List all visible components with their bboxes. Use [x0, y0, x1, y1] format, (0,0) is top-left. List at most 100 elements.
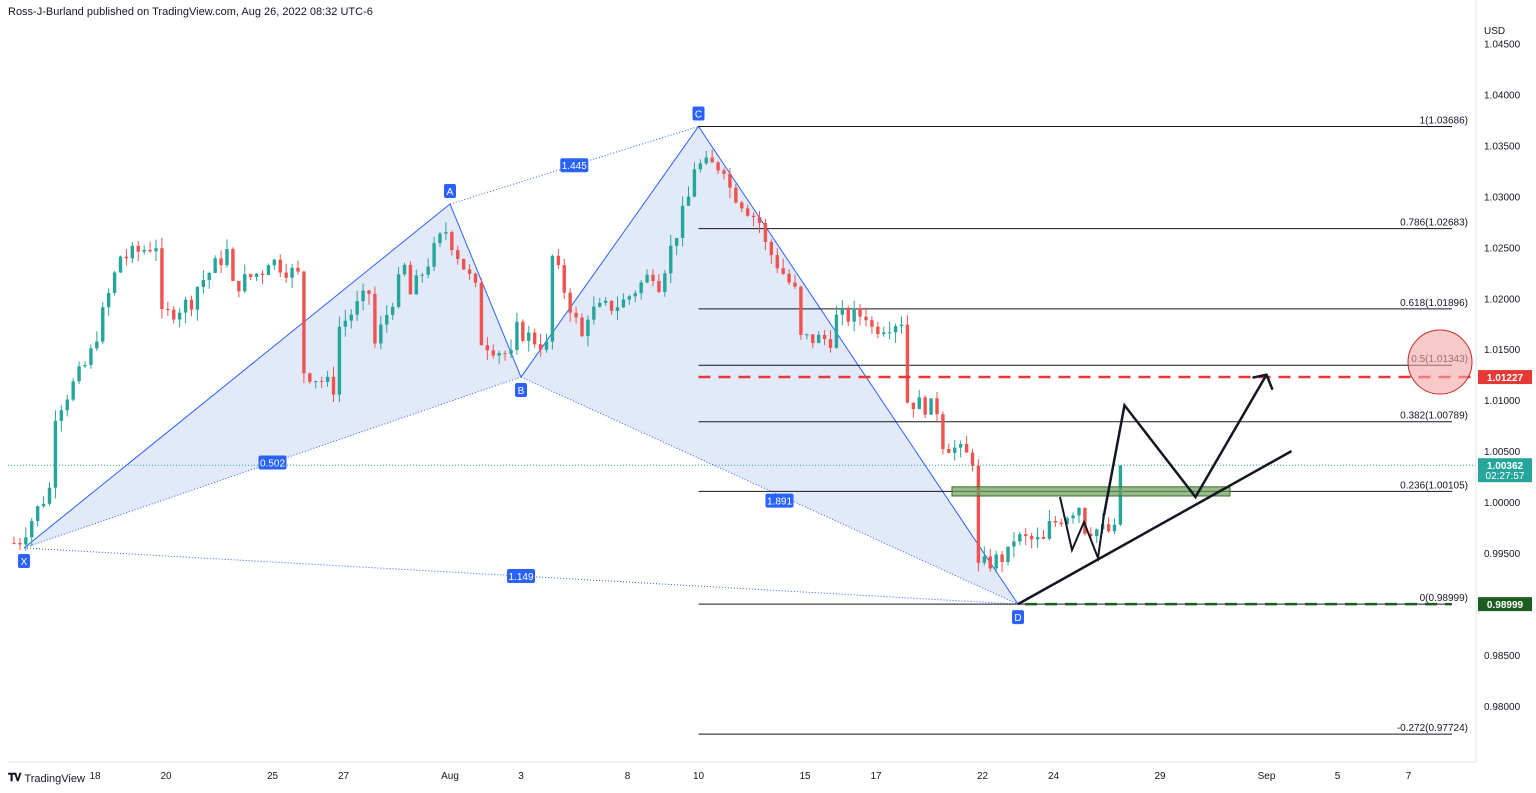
candle-body — [41, 503, 46, 507]
candle-body — [1029, 536, 1034, 540]
candle-body — [1112, 524, 1117, 532]
y-tick-label: 1.02000 — [1484, 294, 1521, 305]
last-price-badge-text: 1.00362 — [1487, 461, 1524, 472]
candle-body — [296, 267, 300, 272]
last-price-badge-countdown: 02:27:57 — [1486, 471, 1525, 482]
candle-body — [491, 350, 495, 356]
harmonic-ratio-badge — [258, 455, 287, 470]
candle-body — [580, 317, 584, 337]
candle-body — [787, 273, 791, 283]
x-tick-label: 7 — [1406, 771, 1412, 782]
harmonic-ratio-badge — [560, 158, 589, 173]
candle-body — [728, 173, 732, 188]
tradingview-logo-icon: 𝐓𝐕 — [8, 772, 21, 784]
candle-body — [657, 280, 661, 292]
candle-body — [828, 339, 833, 348]
candle-body — [970, 452, 975, 466]
x-tick-label: 5 — [1335, 771, 1341, 782]
candle-body — [674, 237, 679, 246]
candle-body — [846, 308, 850, 322]
candle-body — [219, 258, 223, 266]
time-axis[interactable]: 18 20 25 27 Aug 3 8 10 15 17 22 24 29 Sep 5 7 — [8, 761, 1476, 782]
x-tick-label: 29 — [1154, 771, 1166, 782]
harmonic-ratio-badge — [507, 569, 535, 584]
price-axis[interactable]: USD 1.04500 1.04000 1.03500 1.03000 1.02500 1.… — [1475, 0, 1532, 762]
candle-body — [195, 287, 200, 310]
harmonic-ratio-line — [449, 125, 699, 205]
candle-body — [840, 308, 845, 315]
candle-body — [592, 306, 596, 320]
candle-body — [1012, 541, 1016, 547]
candle-body — [207, 272, 211, 280]
candle-body — [408, 264, 413, 295]
candle-body — [1059, 522, 1063, 525]
candle-body — [355, 301, 359, 315]
candle-body — [325, 376, 330, 382]
y-tick-label: 0.99500 — [1484, 549, 1521, 560]
candle-body — [343, 320, 348, 327]
candle-body — [899, 324, 904, 327]
candle-body — [248, 274, 253, 277]
x-tick-label: 25 — [267, 771, 279, 782]
harmonic-point-badge — [692, 106, 705, 121]
y-tick-label: 1.03000 — [1484, 192, 1521, 203]
x-tick-label: 22 — [977, 771, 989, 782]
candle-body — [799, 286, 803, 335]
candle-body — [941, 414, 945, 449]
candle-body — [1077, 507, 1081, 516]
support-price-badge-text: 0.98999 — [1487, 600, 1524, 611]
candle-body — [172, 309, 176, 320]
x-tick-label: 17 — [870, 771, 882, 782]
harmonic-point-label: A — [447, 187, 454, 198]
candle-body — [627, 296, 632, 300]
harmonic-ratio-label: 1.891 — [767, 497, 792, 508]
candle-body — [781, 268, 785, 274]
x-tick-label: Aug — [441, 771, 459, 782]
harmonic-point-label: B — [518, 386, 525, 397]
projection-zigzag — [1059, 496, 1105, 562]
last-price-badge — [1478, 458, 1532, 483]
candles-layer — [12, 149, 1123, 573]
candle-body — [917, 397, 921, 410]
candle-body — [663, 273, 667, 292]
harmonic-ratio-label: 1.149 — [508, 572, 533, 583]
candle-body — [722, 170, 726, 174]
x-tick-label: 3 — [518, 771, 524, 782]
harmonic-ratio-badge — [765, 493, 794, 508]
candle-body — [30, 520, 34, 538]
candle-body — [349, 314, 353, 321]
candle-body — [757, 217, 762, 223]
candle-body — [1065, 518, 1069, 525]
candle-body — [1089, 533, 1093, 537]
candle-body — [740, 202, 744, 209]
candle-body — [166, 309, 170, 311]
y-tick-label: 1.00500 — [1484, 447, 1521, 458]
candle-body — [467, 269, 472, 274]
candle-body — [444, 232, 448, 234]
projection-path — [1102, 374, 1268, 516]
candle-body — [183, 299, 188, 313]
candle-body — [231, 249, 235, 281]
candle-body — [976, 465, 981, 563]
candle-body — [314, 381, 318, 383]
candle-body — [633, 293, 637, 297]
candle-body — [994, 554, 998, 569]
candle-body — [876, 326, 880, 335]
fib-level-label: 0.786(1.02683) — [1400, 218, 1468, 229]
candle-body — [935, 398, 939, 415]
candle-body — [154, 248, 158, 252]
tradingview-brand[interactable]: 𝐓𝐕 TradingView — [8, 772, 85, 785]
candle-body — [816, 334, 821, 344]
fib-level-label: -0.272(0.97724) — [1397, 723, 1468, 734]
candle-body — [450, 232, 454, 251]
candle-body — [503, 353, 507, 355]
x-tick-label: 18 — [89, 771, 101, 782]
candle-body — [680, 205, 685, 238]
candle-body — [858, 308, 862, 317]
highlight-circle — [1407, 329, 1473, 395]
candle-body — [538, 344, 543, 350]
candle-body — [923, 397, 927, 415]
candle-body — [456, 250, 460, 259]
x-tick-label: 20 — [160, 771, 172, 782]
